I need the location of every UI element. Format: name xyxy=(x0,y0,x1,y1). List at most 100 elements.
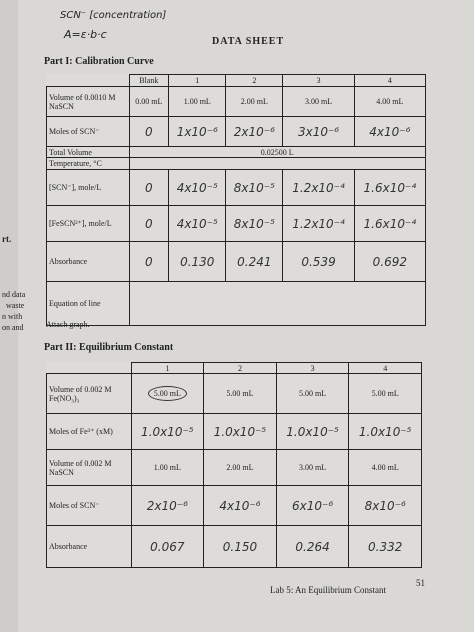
cell-text: 0.692 xyxy=(372,254,408,269)
column-header: 4 xyxy=(353,74,427,87)
cell-text: 0.150 xyxy=(222,539,258,554)
value-cell: 4x10⁻⁶ xyxy=(353,116,427,147)
note: SCN⁻ [concentration] xyxy=(60,10,167,21)
value-cell: 4.00 mL xyxy=(353,86,427,117)
cell-text: 2.00 mL xyxy=(226,463,254,472)
value-cell: 1.0x10⁻⁵ xyxy=(348,413,422,450)
cell-text: 0 xyxy=(145,124,153,139)
column-header: 3 xyxy=(282,74,355,87)
value-cell: 1x10⁻⁶ xyxy=(168,116,227,147)
cell-text: 8x10⁻⁵ xyxy=(233,180,275,195)
value-cell: 4x10⁻⁵ xyxy=(168,205,227,242)
table-row: [SCN⁻], mole/L 0 4x10⁻⁵ 8x10⁻⁵ 1.2x10⁻⁴ 1.6x1… xyxy=(46,169,427,206)
cell-text: 5.00 mL xyxy=(371,389,399,398)
corner-cell xyxy=(46,74,130,87)
value-cell: 2.00 mL xyxy=(225,86,284,117)
cell-text: 0 xyxy=(145,180,153,195)
value-cell: 8x10⁻⁶ xyxy=(348,485,422,526)
value-cell: 0.02500 L xyxy=(128,146,426,158)
value-cell: 0 xyxy=(128,116,170,147)
section-title: Part I: Calibration Curve xyxy=(44,56,154,67)
table-row: Volume of 0.0010 M NaSCN 0.00 mL 1.00 mL 2.… xyxy=(46,86,427,117)
cell-text: 1.2x10⁻⁴ xyxy=(292,216,345,231)
table-row: Absorbance 0.067 0.150 0.264 0.332 xyxy=(46,525,422,568)
table-row: Volume of 0.002 M Fe(NO₃)₃ 5.00 mL 5.00 mL… xyxy=(46,373,422,414)
row-label: Moles of SCN⁻ xyxy=(46,116,130,147)
value-cell: 1.00 mL xyxy=(130,449,205,486)
cell-text: 1x10⁻⁶ xyxy=(176,124,218,139)
column-header: 2 xyxy=(203,362,277,374)
cell-text: Volume of 0.0010 M NaSCN xyxy=(49,92,116,111)
row-label: Volume of 0.002 M NaSCN xyxy=(46,449,132,486)
cell-text: [FeSCN²⁺], mole/L xyxy=(49,219,112,228)
cell-text: Moles of SCN⁻ xyxy=(49,501,100,510)
row-label: [FeSCN²⁺], mole/L xyxy=(46,205,130,242)
value-cell: 4x10⁻⁶ xyxy=(203,485,277,526)
corner-cell xyxy=(46,362,132,374)
value-cell: 2x10⁻⁶ xyxy=(225,116,284,147)
table-row: Volume of 0.002 M NaSCN 1.00 mL 2.00 mL 3.0… xyxy=(46,449,422,486)
cell-text: Absorbance xyxy=(49,542,88,551)
row-label: Absorbance xyxy=(46,525,132,568)
cell-text: 3.00 mL xyxy=(299,463,327,472)
value-cell: 0 xyxy=(128,169,170,206)
cell-text: 0.264 xyxy=(295,539,330,554)
margin-text: rt. xyxy=(2,234,12,244)
value-cell: 6x10⁻⁶ xyxy=(275,485,350,526)
cell-text: 1.0x10⁻⁵ xyxy=(213,424,267,439)
table-row: Moles of Fe³⁺ (xM) 1.0x10⁻⁵ 1.0x10⁻⁵ 1.0x10… xyxy=(46,413,422,450)
equilibrium-table: 1 2 3 4 Volume of 0.002 M Fe(NO₃)₃ 5.00 mL 5.0… xyxy=(46,362,422,568)
cell-text: 8x10⁻⁵ xyxy=(233,216,275,231)
table-row: Temperature, °C xyxy=(46,157,426,170)
table-row: Moles of SCN⁻ 0 1x10⁻⁶ 2x10⁻⁶ 3x10⁻⁶ 4x10⁻⁶ xyxy=(46,116,427,147)
cell-text: 5.00 mL xyxy=(299,389,327,398)
column-header: 1 xyxy=(130,362,205,374)
cell-text: 6x10⁻⁶ xyxy=(291,498,334,513)
value-cell: 0.332 xyxy=(348,525,422,568)
value-cell: 5.00 mL xyxy=(348,373,422,414)
value-cell: 1.0x10⁻⁵ xyxy=(203,413,277,450)
value-cell: 0.150 xyxy=(203,525,277,568)
title: DATA SHEET xyxy=(212,36,285,47)
value-cell: 4.00 mL xyxy=(348,449,422,486)
table-row: [FeSCN²⁺], mole/L 0 4x10⁻⁵ 8x10⁻⁵ 1.2x10⁻⁴ 1.… xyxy=(46,205,427,242)
row-label: Volume of 0.0010 M NaSCN xyxy=(46,86,130,117)
value-cell: 4x10⁻⁵ xyxy=(168,169,227,206)
column-header: 3 xyxy=(275,362,350,374)
cell-text: 0.00 mL xyxy=(135,97,163,106)
column-header: Blank xyxy=(128,74,170,87)
cell-text: 4x10⁻⁵ xyxy=(176,216,218,231)
cell-text: 8x10⁻⁶ xyxy=(364,498,406,513)
cell-text: 4x10⁻⁵ xyxy=(176,180,218,195)
row-label: Absorbance xyxy=(46,241,130,282)
cell-text: 0.539 xyxy=(301,254,336,269)
value-cell: 0.241 xyxy=(225,241,284,282)
cell-text: Absorbance xyxy=(49,257,88,266)
cell-text: 0.241 xyxy=(237,254,272,269)
row-label: Temperature, °C xyxy=(46,157,130,170)
value-cell: 0 xyxy=(128,205,170,242)
cell-text: 5.00 mL xyxy=(147,386,187,401)
cell-text: Moles of Fe³⁺ (xM) xyxy=(49,427,113,436)
empty-cell xyxy=(128,281,426,326)
section-title: Part II: Equilibrium Constant xyxy=(44,342,174,353)
value-cell: 8x10⁻⁵ xyxy=(225,205,284,242)
value-cell: 3x10⁻⁶ xyxy=(282,116,355,147)
cell-text: Moles of SCN⁻ xyxy=(49,127,100,136)
margin-text: waste xyxy=(6,301,25,310)
table-row: Equation of line xyxy=(46,281,426,326)
table-row: Absorbance 0 0.130 0.241 0.539 0.692 xyxy=(46,241,427,282)
cell-text: Total Volume xyxy=(49,147,92,157)
value-cell: 1.0x10⁻⁵ xyxy=(275,413,350,450)
value-cell: 1.6x10⁻⁴ xyxy=(353,205,427,242)
cell-text: 4.00 mL xyxy=(376,97,404,106)
calibration-table: Blank 1 2 3 4 Volume of 0.0010 M NaSCN 0.00 mL… xyxy=(46,74,427,326)
cell-text: Temperature, °C xyxy=(49,159,102,168)
cell-text: 1.6x10⁻⁴ xyxy=(363,180,417,195)
value-cell: 1.2x10⁻⁴ xyxy=(282,205,355,242)
value-cell: 3.00 mL xyxy=(282,86,355,117)
row-label: Moles of SCN⁻ xyxy=(46,485,132,526)
empty-cell xyxy=(128,157,426,170)
